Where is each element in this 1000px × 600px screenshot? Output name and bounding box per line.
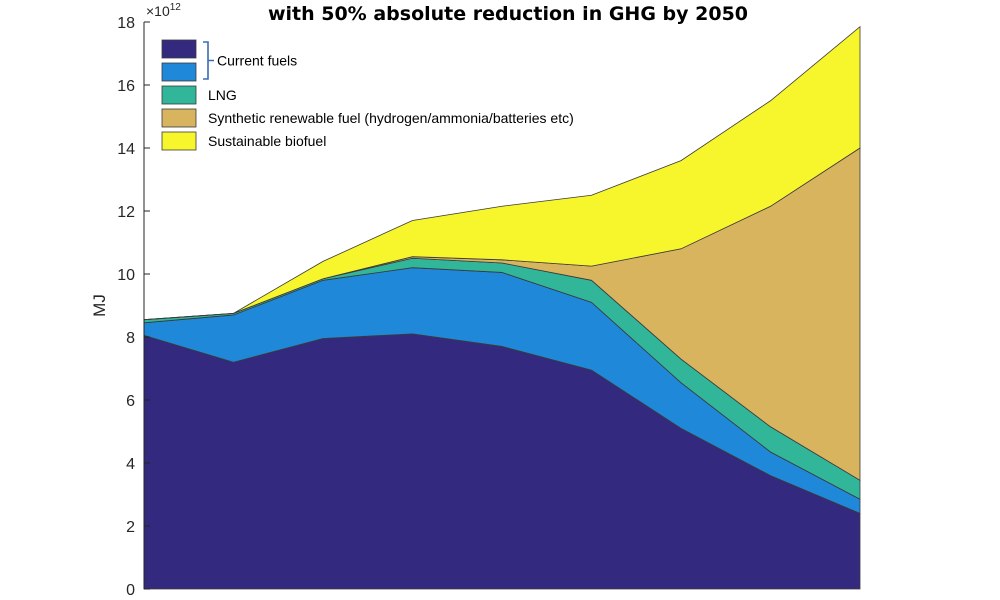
legend-swatch-2 [161, 62, 197, 82]
legend-label-4: Synthetic renewable fuel (hydrogen/ammon… [208, 110, 574, 126]
legend-swatch-4 [161, 108, 197, 128]
legend-swatch-5 [161, 131, 197, 151]
legend-box [156, 34, 536, 159]
y-tick-label: 2 [126, 519, 135, 536]
axes: 0 2 4 6 8 10 12 14 16 18 MJ ×1012 [90, 2, 181, 599]
area-layers [143, 25, 861, 590]
y-tick-label: 8 [126, 330, 135, 347]
legend-label-3: LNG [208, 87, 237, 103]
legend-label-5: Sustainable biofuel [208, 133, 326, 149]
y-tick-label: 4 [126, 456, 135, 473]
legend: LNG Synthetic renewable fuel (hydrogen/am… [156, 34, 574, 159]
area-series-5 [143, 25, 861, 321]
y-tick-label: 16 [117, 78, 135, 95]
y-tick-label: 14 [117, 141, 135, 158]
y-tick-label: 10 [117, 267, 135, 284]
y-tick-label: 0 [126, 582, 135, 599]
chart-title: with 50% absolute reduction in GHG by 20… [268, 3, 748, 25]
legend-swatch-1 [161, 39, 197, 59]
legend-bracket [203, 41, 214, 80]
y-multiplier-label: ×1012 [146, 2, 181, 19]
y-tick-label: 6 [126, 393, 135, 410]
legend-bracket-label: Current fuels [217, 53, 297, 69]
y-axis-label: MJ [90, 294, 109, 317]
y-multiplier-exponent: 12 [170, 2, 182, 13]
legend-swatch-3 [161, 85, 197, 105]
y-tick-label: 12 [117, 204, 135, 221]
y-tick-label: 18 [117, 15, 135, 32]
